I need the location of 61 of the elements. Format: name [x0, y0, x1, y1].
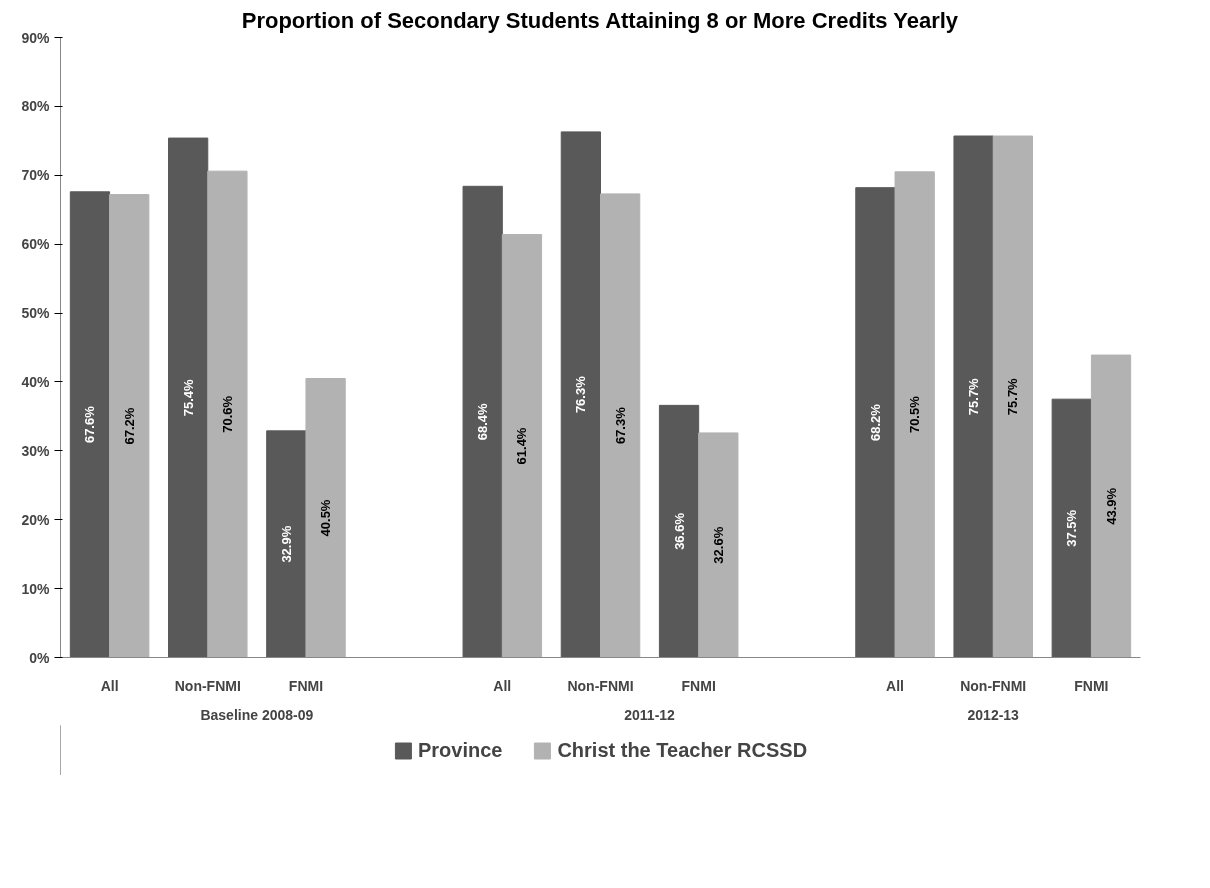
x-tick-label: Non-FNMI: [960, 677, 1027, 694]
text: 2012-13: [967, 706, 1020, 723]
bar: [953, 135, 994, 658]
bar: [894, 171, 935, 658]
text: Baseline 2008-09: [200, 706, 314, 723]
bar: [462, 185, 503, 658]
y-tick-label: 50%: [21, 305, 51, 322]
data-label: 70.5%: [907, 395, 923, 434]
bar: [501, 234, 543, 658]
data-label: 75.4%: [180, 378, 196, 417]
data-label: 67.2%: [121, 407, 137, 445]
bar: [305, 378, 346, 658]
bar: [600, 193, 641, 658]
data-label: 67.3%: [612, 406, 628, 445]
bar: [168, 137, 209, 658]
data-label: 75.7%: [1005, 377, 1021, 416]
data-label: 68.2%: [867, 403, 883, 442]
bar: [266, 430, 307, 658]
y-tick-label: 80%: [21, 98, 51, 115]
y-tick-label: 40%: [21, 373, 51, 390]
x-tick-label: FNMI: [288, 677, 324, 694]
data-label: 32.9%: [278, 525, 294, 563]
data-label: 32.6%: [710, 526, 726, 564]
x-tick-label: All: [100, 677, 119, 694]
bar: [698, 432, 739, 658]
y-tick-label: 70%: [21, 167, 51, 184]
data-label: 68.4%: [475, 403, 491, 441]
y-tick-label: 90%: [21, 29, 51, 46]
data-label: 70.6%: [219, 395, 235, 433]
legend-label: Christ the Teacher RCSSD: [557, 738, 808, 762]
data-label: 75.7%: [966, 377, 982, 416]
x-tick-label: Non-FNMI: [174, 677, 241, 694]
data-label: 40.5%: [318, 499, 334, 537]
x-tick-label: FNMI: [681, 677, 716, 694]
bar: [560, 131, 601, 658]
bar: [855, 187, 896, 658]
data-label: 67.6%: [82, 405, 98, 444]
bar: [69, 191, 111, 658]
bar: [658, 404, 700, 658]
y-tick-label: 10%: [21, 580, 51, 597]
x-tick-label: FNMI: [1074, 677, 1109, 694]
data-label: 76.3%: [573, 375, 589, 414]
text: 2011-12: [624, 706, 676, 723]
bar: [109, 194, 150, 658]
y-tick-label: 20%: [21, 511, 51, 528]
data-label: 61.4%: [514, 427, 530, 465]
y-tick-label: 30%: [21, 442, 51, 459]
legend-label: Province: [417, 738, 503, 762]
data-label: 43.9%: [1103, 487, 1119, 525]
chart-title: Proportion of Secondary Students Attaining 8 or More Credits Yearly: [241, 7, 959, 33]
y-tick-label: 0%: [29, 649, 51, 666]
x-tick-label: Non-FNMI: [567, 677, 634, 694]
data-label: 37.5%: [1064, 509, 1080, 547]
x-tick-label: All: [493, 677, 512, 694]
x-tick-label: All: [886, 677, 904, 694]
y-tick-label: 60%: [21, 236, 51, 253]
bar: [992, 135, 1033, 658]
bar: [1051, 398, 1092, 658]
bar: [207, 170, 248, 658]
bar: [1090, 354, 1132, 658]
data-label: 36.6%: [671, 512, 687, 550]
